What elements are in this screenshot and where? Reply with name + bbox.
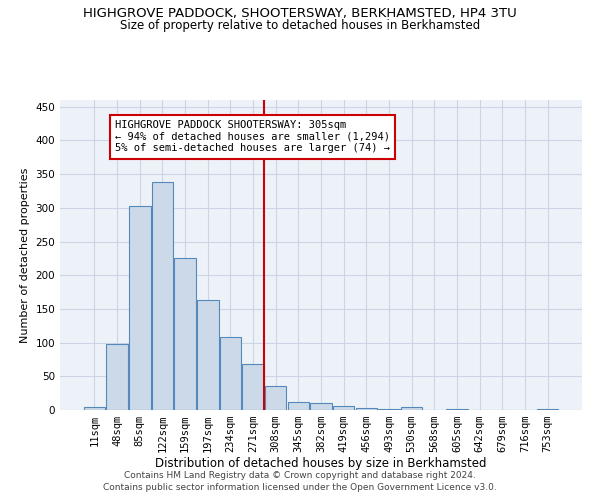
Bar	[446, 408, 467, 410]
Bar	[220, 337, 241, 410]
Bar	[310, 404, 332, 410]
Bar	[401, 408, 422, 410]
Bar	[356, 408, 377, 410]
Bar	[242, 364, 264, 410]
Bar	[378, 408, 400, 410]
Bar	[152, 182, 173, 410]
Y-axis label: Number of detached properties: Number of detached properties	[20, 168, 30, 342]
Text: HIGHGROVE PADDOCK SHOOTERSWAY: 305sqm
← 94% of detached houses are smaller (1,29: HIGHGROVE PADDOCK SHOOTERSWAY: 305sqm ← …	[115, 120, 390, 154]
Bar	[106, 344, 128, 410]
Text: Contains HM Land Registry data © Crown copyright and database right 2024.
Contai: Contains HM Land Registry data © Crown c…	[103, 471, 497, 492]
Text: HIGHGROVE PADDOCK, SHOOTERSWAY, BERKHAMSTED, HP4 3TU: HIGHGROVE PADDOCK, SHOOTERSWAY, BERKHAMS…	[83, 8, 517, 20]
Text: Distribution of detached houses by size in Berkhamsted: Distribution of detached houses by size …	[155, 458, 487, 470]
Bar	[287, 402, 309, 410]
Bar	[129, 206, 151, 410]
Bar	[175, 258, 196, 410]
Text: Size of property relative to detached houses in Berkhamsted: Size of property relative to detached ho…	[120, 18, 480, 32]
Bar	[265, 386, 286, 410]
Bar	[333, 406, 355, 410]
Bar	[537, 408, 558, 410]
Bar	[84, 406, 105, 410]
Bar	[197, 300, 218, 410]
